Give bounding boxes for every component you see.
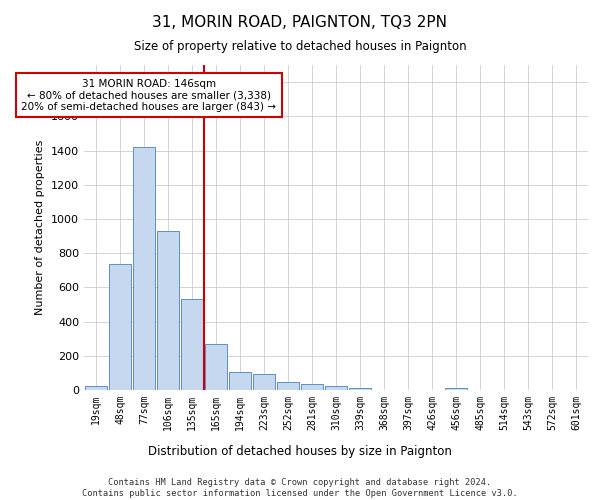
Bar bbox=[229, 372, 251, 390]
Text: Contains HM Land Registry data © Crown copyright and database right 2024.
Contai: Contains HM Land Registry data © Crown c… bbox=[82, 478, 518, 498]
Bar bbox=[445, 388, 467, 390]
Bar bbox=[85, 386, 107, 390]
Y-axis label: Number of detached properties: Number of detached properties bbox=[35, 140, 46, 315]
Text: 31 MORIN ROAD: 146sqm
← 80% of detached houses are smaller (3,338)
20% of semi-d: 31 MORIN ROAD: 146sqm ← 80% of detached … bbox=[22, 78, 277, 112]
Bar bbox=[349, 388, 371, 390]
Bar bbox=[277, 382, 299, 390]
Bar bbox=[157, 231, 179, 390]
Bar bbox=[109, 264, 131, 390]
Bar bbox=[181, 300, 203, 390]
Text: 31, MORIN ROAD, PAIGNTON, TQ3 2PN: 31, MORIN ROAD, PAIGNTON, TQ3 2PN bbox=[152, 15, 448, 30]
Bar bbox=[133, 147, 155, 390]
Text: Size of property relative to detached houses in Paignton: Size of property relative to detached ho… bbox=[134, 40, 466, 53]
Bar bbox=[325, 386, 347, 390]
Bar bbox=[253, 374, 275, 390]
Text: Distribution of detached houses by size in Paignton: Distribution of detached houses by size … bbox=[148, 444, 452, 458]
Bar bbox=[205, 344, 227, 390]
Bar bbox=[301, 384, 323, 390]
